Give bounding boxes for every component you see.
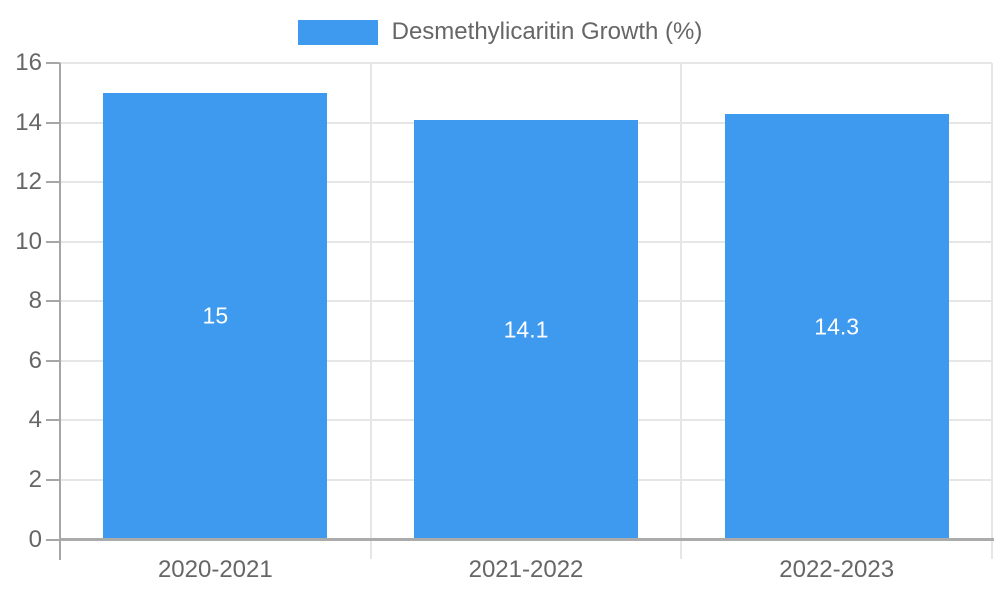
y-axis-label: 2 [28,465,42,493]
category-separator [680,63,683,559]
y-axis-tick [46,300,60,303]
y-axis-label: 10 [15,227,42,255]
bar-value-label: 14.1 [503,316,549,343]
bar-2022-2023[interactable] [724,113,949,540]
x-axis-baseline [60,538,994,541]
chart-legend[interactable]: Desmethylicaritin Growth (%) [0,19,1000,45]
y-axis-tick [46,62,60,64]
x-axis-label: 2020-2021 [157,556,273,583]
bar-2021-2022[interactable] [414,119,638,540]
y-gridline [60,62,992,64]
y-axis-line [59,63,61,560]
bar-value-label: 15 [202,302,229,329]
bar-2020-2021[interactable] [103,92,328,540]
legend-label: Desmethylicaritin Growth (%) [391,18,703,45]
x-axis-label: 2022-2023 [779,556,895,583]
y-axis-tick [46,419,60,422]
y-axis-label: 12 [15,168,42,196]
bar-value-label: 14.3 [814,313,860,340]
y-axis-label: 16 [15,49,42,76]
y-axis-tick [46,121,60,124]
y-axis-label: 14 [15,108,42,136]
y-axis-tick [46,240,60,243]
y-axis-tick [46,478,60,481]
y-axis-label: 4 [28,406,42,434]
category-separator [369,63,372,559]
y-axis-tick [46,181,60,184]
y-axis-label: 8 [28,287,42,315]
category-separator [991,63,993,559]
y-axis-tick [46,359,60,362]
legend-swatch [297,19,378,45]
y-axis-tick [46,538,60,541]
y-axis-label: 0 [28,525,42,553]
y-axis-label: 6 [28,346,42,374]
x-axis-label: 2021-2022 [468,556,584,583]
